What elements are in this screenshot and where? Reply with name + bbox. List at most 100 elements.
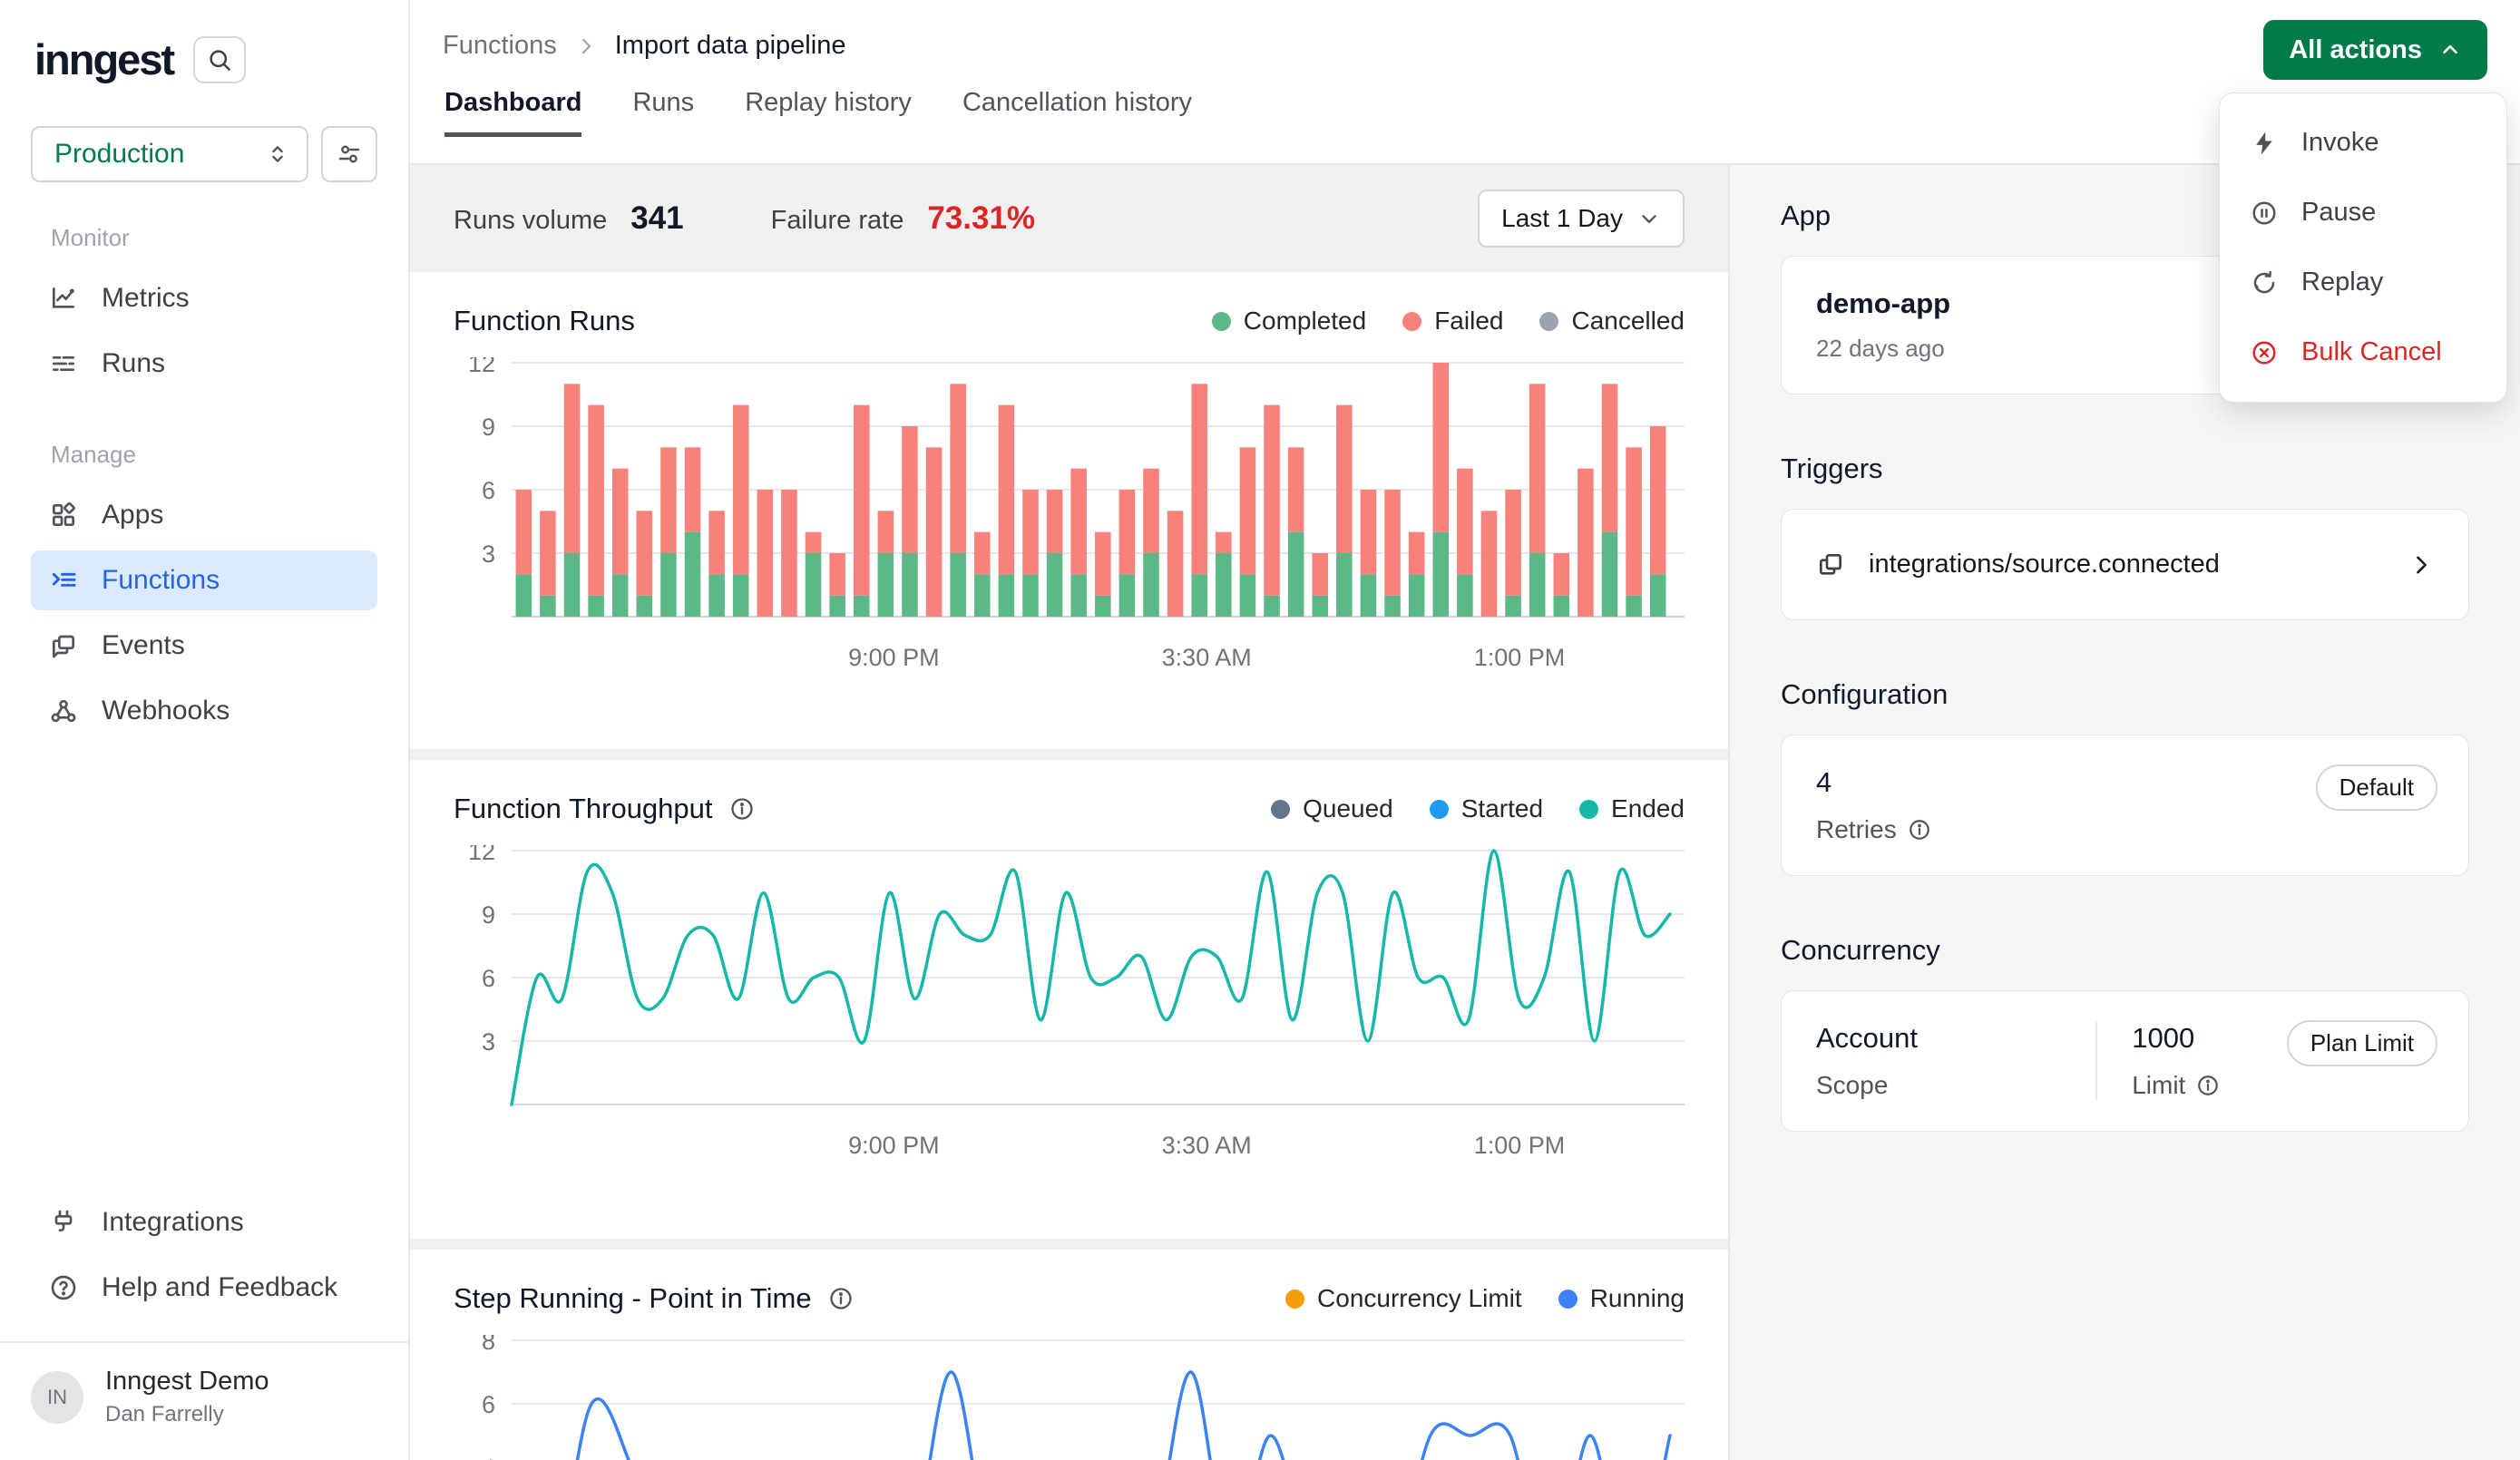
menu-item-replay[interactable]: Replay: [2220, 248, 2506, 317]
concurrency-card: Account Scope 1000 Limit Plan Limit: [1781, 990, 2469, 1132]
chevron-right-icon: [575, 35, 597, 57]
step-running-title: Step Running - Point in Time: [454, 1282, 812, 1314]
page-header: Functions Import data pipeline Dashboard…: [410, 0, 2520, 165]
svg-text:9:00 PM: 9:00 PM: [848, 644, 940, 671]
menu-item-label: Bulk Cancel: [2301, 337, 2442, 366]
x-circle-icon: [2251, 339, 2278, 366]
app-name: demo-app: [1816, 287, 1951, 319]
all-actions-menu: Invoke Pause Replay Bulk Cancel: [2219, 92, 2507, 403]
concurrency-heading: Concurrency: [1781, 934, 1940, 966]
bolt-icon: [2251, 130, 2278, 157]
sidebar-item-events[interactable]: Events: [31, 616, 377, 676]
function-runs-title: Function Runs: [454, 305, 635, 336]
limit-label: Limit: [2132, 1071, 2186, 1099]
tab-cancellation-history[interactable]: Cancellation history: [962, 88, 1193, 117]
sidebar-item-label: Metrics: [102, 283, 190, 313]
menu-item-bulk-cancel[interactable]: Bulk Cancel: [2220, 317, 2506, 387]
app-heading: App: [1781, 200, 1831, 231]
trigger-event-name: integrations/source.connected: [1869, 550, 2220, 579]
apps-grid-icon: [49, 501, 78, 530]
svg-text:12: 12: [468, 357, 495, 377]
function-runs-card: Function Runs Completed Failed Cancelled…: [410, 272, 1728, 749]
sidebar-item-help[interactable]: Help and Feedback: [31, 1258, 377, 1318]
sidebar-item-metrics[interactable]: Metrics: [31, 268, 377, 328]
sidebar-item-integrations[interactable]: Integrations: [31, 1192, 377, 1252]
cancelled-dot: [1539, 311, 1559, 331]
sidebar-item-apps[interactable]: Apps: [31, 485, 377, 545]
sidebar-item-webhooks[interactable]: Webhooks: [31, 681, 377, 741]
event-icon: [1816, 550, 1845, 579]
webhooks-icon: [49, 696, 78, 725]
svg-text:3:30 AM: 3:30 AM: [1162, 1132, 1252, 1159]
functions-icon: [49, 566, 78, 595]
dashboard-charts: Runs volume 341 Failure rate 73.31% Last…: [410, 165, 1728, 1460]
function-throughput-title: Function Throughput: [454, 793, 713, 824]
svg-text:3: 3: [482, 1028, 495, 1056]
sidebar-item-functions[interactable]: Functions: [31, 550, 377, 610]
all-actions-label: All actions: [2289, 34, 2422, 64]
all-actions-button[interactable]: All actions: [2263, 20, 2487, 80]
failure-rate-value: 73.31%: [927, 200, 1036, 236]
info-icon[interactable]: [1908, 818, 1931, 842]
stats-row: Runs volume 341 Failure rate 73.31% Last…: [410, 165, 1728, 272]
legend-label: Failed: [1434, 307, 1504, 335]
svg-text:1:00 PM: 1:00 PM: [1474, 644, 1566, 671]
info-icon[interactable]: [828, 1286, 854, 1311]
trigger-card[interactable]: integrations/source.connected: [1781, 509, 2469, 620]
svg-text:6: 6: [482, 965, 495, 992]
pause-circle-icon: [2251, 200, 2278, 227]
configuration-heading: Configuration: [1781, 678, 1949, 710]
retries-card: 4 Retries Default: [1781, 735, 2469, 876]
function-throughput-legend: Queued Started Ended: [1271, 794, 1685, 823]
metrics-icon: [49, 284, 78, 313]
legend-label: Running: [1589, 1284, 1685, 1312]
tab-runs[interactable]: Runs: [632, 88, 695, 117]
inngest-logo: inngest: [34, 35, 175, 83]
sidebar-item-runs[interactable]: Runs: [31, 334, 377, 394]
events-icon: [49, 631, 78, 660]
user-menu[interactable]: IN Inngest Demo Dan Farrelly: [0, 1341, 408, 1451]
tab-dashboard[interactable]: Dashboard: [444, 88, 582, 137]
svg-text:4: 4: [482, 1455, 495, 1460]
replay-icon: [2251, 269, 2278, 297]
svg-text:3:30 AM: 3:30 AM: [1162, 644, 1252, 671]
runs-list-icon: [49, 349, 78, 378]
function-runs-chart: 3 6 9 12 9:00 PM 3:30 AM 1:00 PM: [468, 357, 1685, 671]
time-range-value: Last 1 Day: [1501, 204, 1623, 232]
sidebar-item-label: Help and Feedback: [102, 1272, 338, 1302]
scope-label: Scope: [1816, 1071, 1889, 1099]
app-updated: 22 days ago: [1816, 335, 1945, 362]
tab-replay-history[interactable]: Replay history: [745, 88, 912, 117]
environment-name: Production: [54, 139, 185, 169]
sidebar-item-label: Functions: [102, 565, 220, 595]
svg-text:1:00 PM: 1:00 PM: [1474, 1132, 1566, 1159]
search-button[interactable]: [193, 35, 247, 83]
environment-filter-button[interactable]: [321, 126, 377, 182]
breadcrumb-current: Import data pipeline: [614, 31, 846, 60]
plug-icon: [49, 1208, 78, 1237]
environment-switcher[interactable]: Production: [31, 126, 308, 182]
chevron-up-down-icon: [265, 141, 290, 167]
menu-item-pause[interactable]: Pause: [2220, 178, 2506, 248]
function-throughput-card: Function Throughput Queued Started Ended…: [410, 760, 1728, 1239]
completed-dot: [1211, 311, 1231, 331]
search-icon: [206, 46, 233, 73]
menu-item-invoke[interactable]: Invoke: [2220, 108, 2506, 178]
svg-text:6: 6: [482, 1391, 495, 1418]
info-icon[interactable]: [2196, 1074, 2220, 1097]
breadcrumb-functions[interactable]: Functions: [443, 31, 557, 60]
queued-dot: [1271, 799, 1291, 819]
sliders-icon: [336, 141, 363, 168]
sidebar-item-label: Events: [102, 630, 185, 660]
user-org: Inngest Demo: [105, 1367, 269, 1396]
info-icon[interactable]: [729, 796, 755, 822]
breadcrumb: Functions Import data pipeline: [443, 31, 2487, 61]
svg-text:8: 8: [482, 1335, 495, 1355]
function-runs-legend: Completed Failed Cancelled: [1211, 307, 1685, 336]
time-range-select[interactable]: Last 1 Day: [1478, 190, 1685, 248]
nav-section-monitor: Monitor: [51, 224, 130, 251]
legend-label: Cancelled: [1571, 307, 1685, 335]
concurrency-limit-dot: [1285, 1289, 1305, 1309]
avatar: IN: [31, 1370, 83, 1424]
failed-dot: [1402, 311, 1422, 331]
